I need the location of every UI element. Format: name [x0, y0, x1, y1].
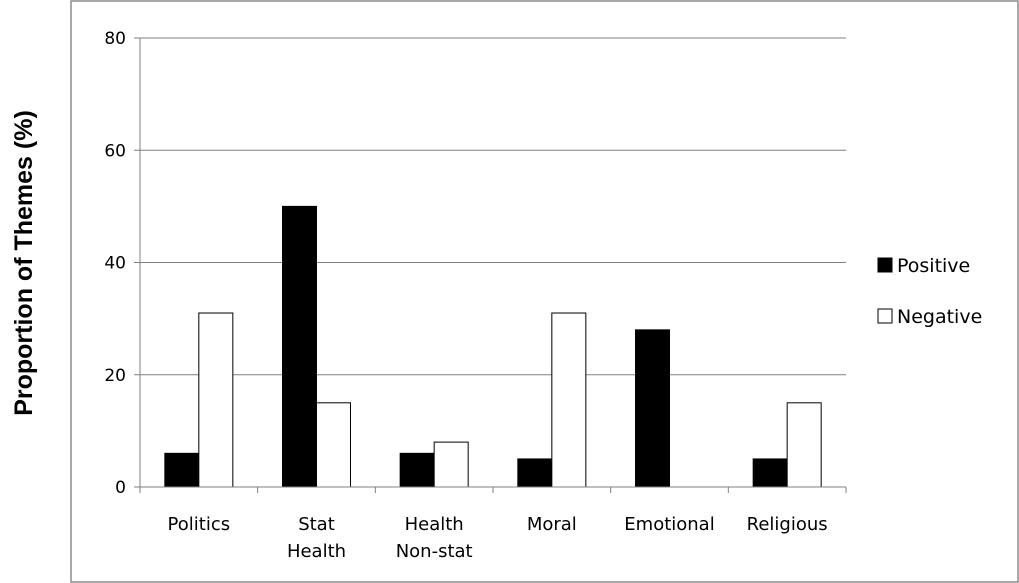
legend-label-negative: Negative — [897, 306, 982, 328]
bar-negative — [551, 312, 587, 488]
bar-negative — [433, 441, 469, 488]
bar-positive — [752, 458, 788, 488]
bar-positive — [399, 452, 435, 488]
x-category-label: Health Non-stat — [396, 514, 473, 562]
y-tick-label: 60 — [104, 141, 126, 161]
bar-positive — [635, 329, 670, 488]
bar-negative — [316, 402, 351, 488]
x-category-label: Stat Health — [287, 514, 346, 562]
x-category-label: Politics — [168, 514, 231, 535]
x-category-label: Religious — [747, 514, 828, 535]
legend-label-positive: Positive — [897, 255, 970, 277]
x-category-label: Emotional — [624, 514, 714, 535]
y-axis-ticks: 0 20 40 60 80 — [104, 29, 140, 498]
bar-positive — [164, 452, 200, 488]
y-axis-label: Proportion of Themes (%) — [10, 110, 38, 416]
y-tick-label: 80 — [104, 29, 126, 49]
y-tick-label: 0 — [115, 478, 126, 498]
bar-negative — [786, 402, 822, 488]
chart-frame — [70, 0, 1019, 583]
gridlines — [140, 37, 846, 376]
y-tick-label: 20 — [104, 366, 126, 386]
legend: Positive Negative — [877, 255, 982, 328]
bar-positive — [282, 205, 317, 488]
x-axis-categories: Politics Stat Health Health Non-stat Moral Emo… — [168, 514, 828, 562]
y-tick-label: 40 — [104, 254, 126, 274]
x-category-label: Moral — [527, 514, 577, 535]
legend-swatch-negative — [877, 308, 893, 324]
bar-negative — [198, 312, 234, 488]
bar-positive — [517, 458, 553, 488]
legend-swatch-positive — [877, 257, 893, 273]
